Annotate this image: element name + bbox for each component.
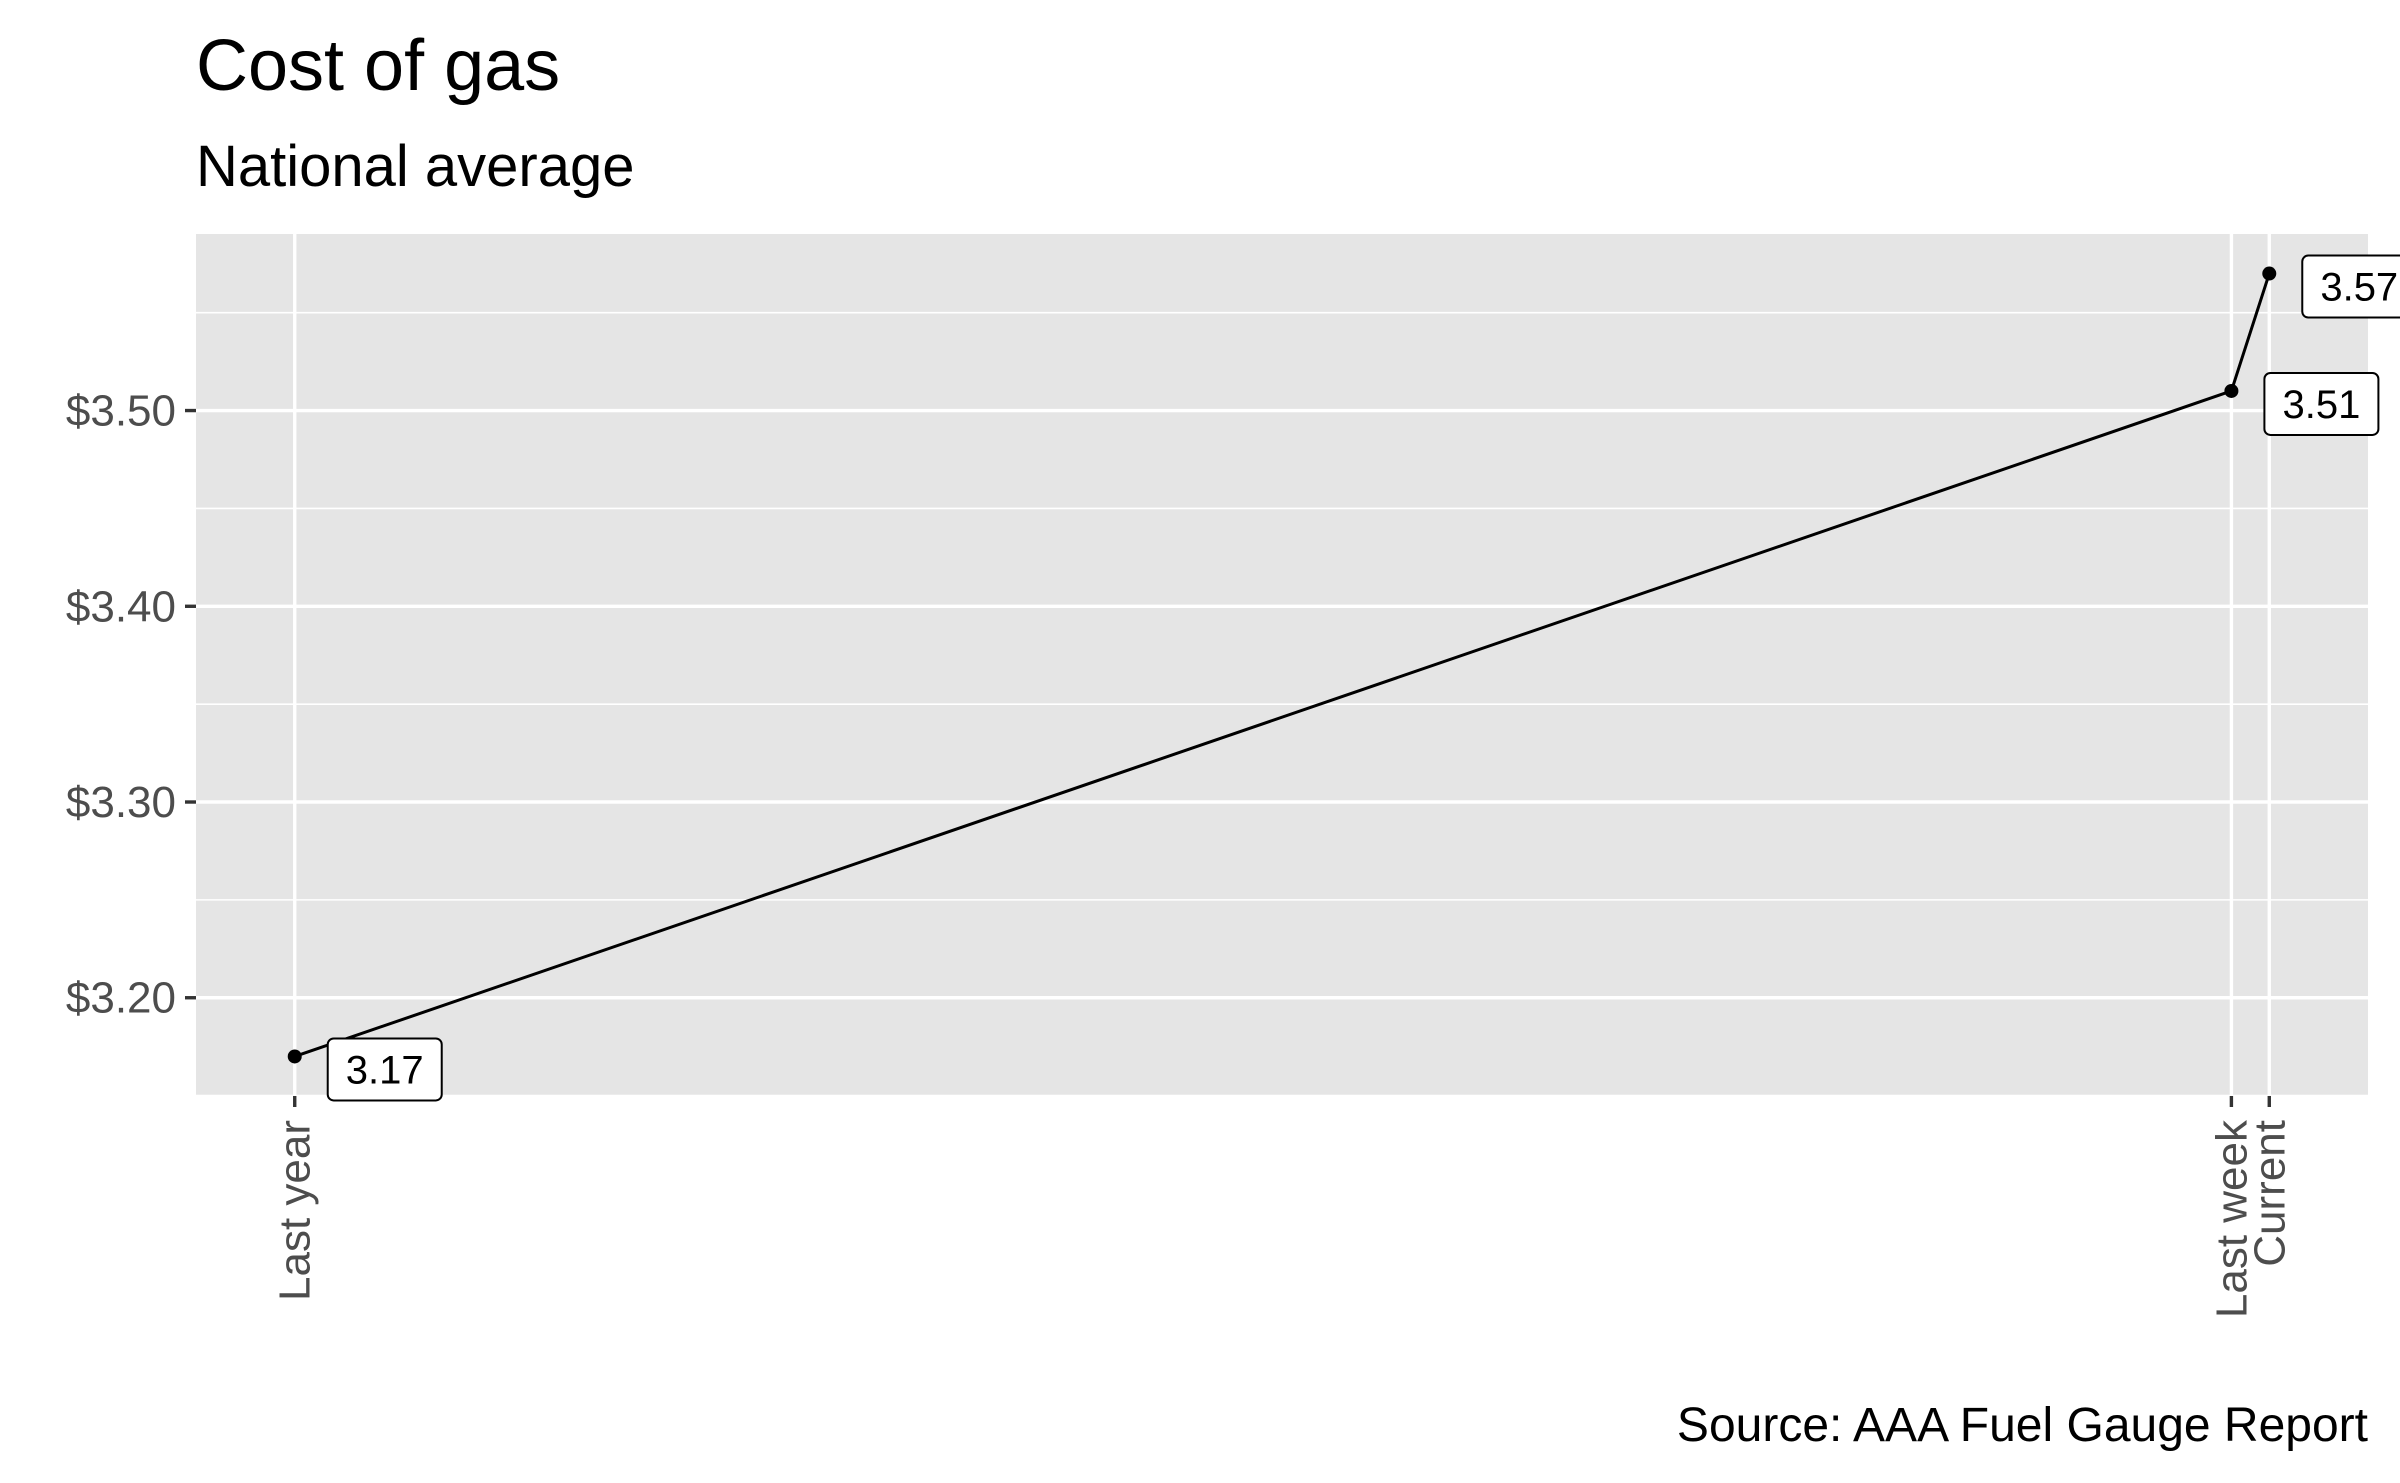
- x-tick-label: Last year: [271, 1120, 320, 1301]
- chart-subtitle: National average: [196, 134, 635, 199]
- data-point: [2224, 383, 2239, 398]
- x-tick-label: Last week: [2207, 1119, 2256, 1318]
- data-label-box: [326, 1037, 443, 1102]
- data-point: [2262, 266, 2277, 281]
- data-label: 3.57: [2320, 266, 2398, 310]
- series-layer: [287, 266, 2277, 1064]
- x-tick-label: Current: [2245, 1120, 2294, 1267]
- y-tick-label: $3.40: [66, 582, 176, 631]
- data-labels-layer: 3.17 3.51 3.57: [326, 254, 2400, 1102]
- data-label-box: [2301, 254, 2400, 319]
- y-tick-label: $3.20: [66, 974, 176, 1023]
- chart-title: Cost of gas: [196, 26, 560, 106]
- y-axis: $3.20 $3.30 $3.40 $3.50: [66, 387, 196, 1023]
- data-point: [287, 1049, 302, 1064]
- minor-gridlines: [196, 311, 2368, 1097]
- y-tick-label: $3.30: [66, 778, 176, 827]
- chart-caption: Source: AAA Fuel Gauge Report: [1677, 1399, 2368, 1452]
- data-label: 3.17: [346, 1048, 424, 1092]
- plot-panel: [196, 234, 2368, 1096]
- y-tick-label: $3.50: [66, 387, 176, 436]
- major-gridlines: [196, 408, 2368, 1000]
- data-label: 3.51: [2282, 383, 2360, 427]
- data-label-box: [2263, 371, 2380, 436]
